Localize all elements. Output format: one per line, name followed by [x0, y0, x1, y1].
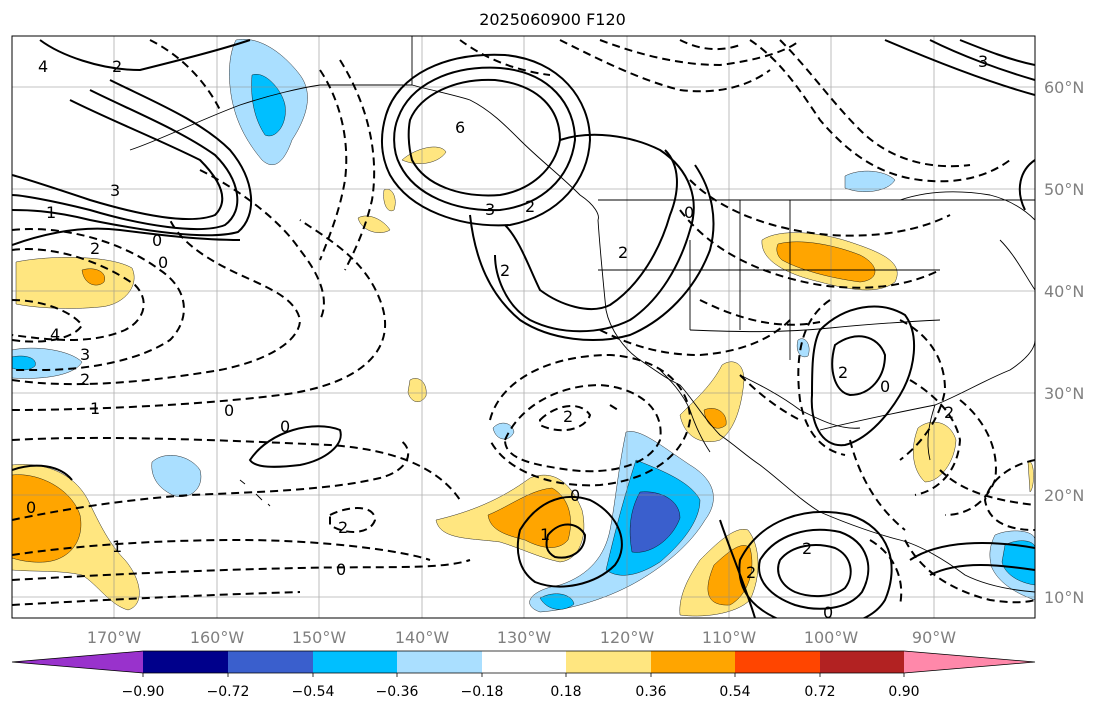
- contour-label: 4: [38, 57, 48, 76]
- contour-label: 2: [112, 57, 122, 76]
- lon-label: 150°W: [292, 628, 347, 647]
- contour-label: 0: [26, 498, 36, 517]
- colorbar-segment: [482, 651, 566, 673]
- lon-label: 140°W: [395, 628, 450, 647]
- lon-label: 100°W: [804, 628, 859, 647]
- colorbar-tick-label: −0.90: [122, 684, 165, 700]
- colorbar-tick-label: 0.90: [888, 684, 919, 700]
- contour-label: 2: [90, 239, 100, 258]
- positive-anomaly-area: [81, 268, 105, 286]
- negative-anomaly-area: [492, 422, 515, 440]
- positive-anomaly-area: [12, 474, 82, 563]
- negative-anomaly-area: [844, 170, 896, 192]
- contour-label: 1: [540, 525, 550, 544]
- positive-contours: [12, 39, 1035, 618]
- negative-anomaly-area: [12, 355, 36, 371]
- contour-label: 0: [684, 203, 694, 222]
- negative-anomaly-area: [151, 455, 202, 497]
- lat-label: 30°N: [1044, 384, 1084, 403]
- contour-label: 0: [823, 603, 833, 622]
- contour-label: 2: [944, 403, 954, 422]
- colorbar-tick-label: 0.54: [719, 684, 750, 700]
- colorbar-segment: [397, 651, 482, 673]
- contour-label: 2: [80, 370, 90, 389]
- contour-label: 2: [618, 243, 628, 262]
- colorbar-tick-label: 0.72: [804, 684, 835, 700]
- longitude-labels: 170°W 160°W 150°W 140°W 130°W 120°W 110°…: [87, 628, 956, 647]
- lon-label: 110°W: [702, 628, 757, 647]
- contour-label: 6: [455, 118, 465, 137]
- colorbar-segment: [313, 651, 397, 673]
- lat-label: 20°N: [1044, 486, 1084, 505]
- colorbar-tick-label: −0.36: [376, 684, 419, 700]
- contour-label: 1: [46, 203, 56, 222]
- contour-label: 0: [280, 417, 290, 436]
- colorbar-tick-label: −0.72: [207, 684, 250, 700]
- contour-label: 3: [110, 181, 120, 200]
- lon-label: 120°W: [600, 628, 655, 647]
- colorbar-tick-label: 0.18: [550, 684, 581, 700]
- latitude-labels: 60°N 50°N 40°N 30°N 20°N 10°N: [1044, 78, 1084, 607]
- contour-labels: 4 2 3 1 0 2 0 4 3 2 1 0 6 3 2 2 2 0 0 0 …: [26, 52, 988, 622]
- positive-anomaly-area: [913, 421, 957, 483]
- map-title: 2025060900 F120: [479, 10, 626, 29]
- negative-anomaly-area: [629, 491, 681, 553]
- lat-label: 40°N: [1044, 282, 1084, 301]
- contour-label: 1: [90, 399, 100, 418]
- lat-label: 60°N: [1044, 78, 1084, 97]
- map-panel: 4 2 3 1 0 2 0 4 3 2 1 0 6 3 2 2 2 0 0 0 …: [12, 36, 1035, 622]
- negative-anomaly-area: [796, 338, 810, 358]
- colorbar-segment: [820, 651, 904, 673]
- colorbar-segment: [904, 651, 1035, 673]
- contour-label: 2: [838, 363, 848, 382]
- colorbar-tick-label: −0.18: [461, 684, 504, 700]
- colorbar-segment: [228, 651, 313, 673]
- contour-label: 2: [500, 261, 510, 280]
- negative-anomaly-area: [539, 593, 575, 610]
- contour-label: 2: [338, 518, 348, 537]
- lon-label: 160°W: [190, 628, 245, 647]
- contour-label: 0: [224, 401, 234, 420]
- lon-label: 170°W: [87, 628, 142, 647]
- colorbar-tick-label: 0.36: [635, 684, 666, 700]
- lat-label: 10°N: [1044, 588, 1084, 607]
- colorbar-tick-label: −0.54: [292, 684, 335, 700]
- contour-label: 3: [978, 52, 988, 71]
- lon-label: 130°W: [497, 628, 552, 647]
- contour-label: 3: [80, 345, 90, 364]
- negative-contours: [12, 39, 1035, 606]
- contour-label: 1: [112, 537, 122, 556]
- contour-label: 0: [158, 253, 168, 272]
- contour-label: 3: [485, 200, 495, 219]
- contour-label: 0: [570, 486, 580, 505]
- contour-label: 2: [525, 197, 535, 216]
- colorbar-segment: [143, 651, 228, 673]
- colorbar-segment: [12, 651, 143, 673]
- contour-label: 0: [336, 560, 346, 579]
- contour-label: 2: [563, 407, 573, 426]
- positive-anomaly-area: [383, 189, 396, 212]
- contour-label: 2: [802, 539, 812, 558]
- lon-label: 90°W: [912, 628, 956, 647]
- contour-label: 0: [880, 377, 890, 396]
- positive-anomaly-area: [401, 146, 447, 164]
- colorbar: −0.90 −0.72 −0.54 −0.36 −0.18 0.18 0.36 …: [11, 650, 1036, 700]
- colorbar-segment: [651, 651, 735, 673]
- positive-anomaly-area: [776, 241, 876, 283]
- colorbar-segment: [566, 651, 651, 673]
- map-frame: [11, 35, 1036, 619]
- lat-label: 50°N: [1044, 180, 1084, 199]
- negative-anomaly-area: [1001, 540, 1035, 586]
- colorbar-segment: [735, 651, 820, 673]
- contour-label: 2: [746, 563, 756, 582]
- contour-label: 4: [50, 325, 60, 344]
- contour-label: 0: [152, 231, 162, 250]
- negative-anomaly-area: [251, 74, 286, 137]
- positive-anomaly-area: [15, 257, 135, 309]
